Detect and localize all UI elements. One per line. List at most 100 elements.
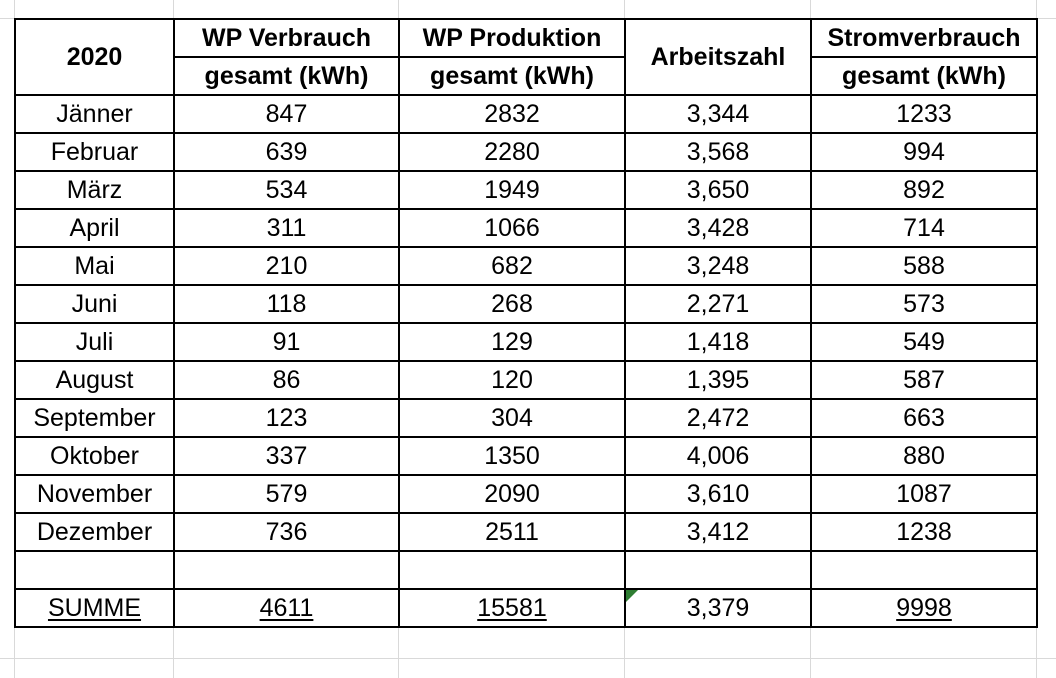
error-indicator-icon	[627, 591, 638, 602]
stromverbrauch-cell[interactable]: 663	[810, 398, 1038, 438]
arbeitszahl-cell[interactable]: 4,006	[624, 436, 812, 476]
empty-row	[14, 550, 1038, 590]
arbeitszahl-cell[interactable]: 3,428	[624, 208, 812, 248]
header-wp-produktion[interactable]: WP Produktion	[398, 18, 626, 58]
energy-table: 2020 WP Verbrauch WP Produktion Arbeitsz…	[14, 18, 1038, 628]
wp-verbrauch-cell[interactable]: 847	[173, 94, 400, 134]
wp-produktion-cell[interactable]: 2280	[398, 132, 626, 172]
wp-produktion-cell[interactable]: 2511	[398, 512, 626, 552]
table-row: Juli 91 129 1,418 549	[14, 322, 1038, 362]
table-row: April 311 1066 3,428 714	[14, 208, 1038, 248]
table-row: August 86 120 1,395 587	[14, 360, 1038, 400]
table-row: Oktober 337 1350 4,006 880	[14, 436, 1038, 476]
header-row-2: gesamt (kWh) gesamt (kWh) gesamt (kWh)	[15, 56, 1038, 96]
stromverbrauch-cell[interactable]: 549	[810, 322, 1038, 362]
month-cell[interactable]: November	[14, 474, 175, 514]
summary-wp-verbrauch-cell[interactable]: 4611	[173, 588, 400, 628]
wp-produktion-cell[interactable]: 268	[398, 284, 626, 324]
wp-verbrauch-cell[interactable]: 311	[173, 208, 400, 248]
table-row: März 534 1949 3,650 892	[14, 170, 1038, 210]
table-row: Juni 118 268 2,271 573	[14, 284, 1038, 324]
wp-produktion-cell[interactable]: 1350	[398, 436, 626, 476]
month-cell[interactable]: Juli	[14, 322, 175, 362]
header-wp-verbrauch[interactable]: WP Verbrauch	[173, 18, 400, 58]
wp-verbrauch-cell[interactable]: 118	[173, 284, 400, 324]
wp-produktion-cell[interactable]: 1949	[398, 170, 626, 210]
month-cell[interactable]: Juni	[14, 284, 175, 324]
table-row: Jänner 847 2832 3,344 1233	[14, 94, 1038, 134]
summary-wp-produktion-cell[interactable]: 15581	[398, 588, 626, 628]
wp-produktion-cell[interactable]: 682	[398, 246, 626, 286]
arbeitszahl-cell[interactable]: 3,412	[624, 512, 812, 552]
wp-verbrauch-cell[interactable]: 86	[173, 360, 400, 400]
summary-stromverbrauch-cell[interactable]: 9998	[810, 588, 1038, 628]
wp-produktion-cell[interactable]: 2832	[398, 94, 626, 134]
summary-arbeitszahl-cell[interactable]: 3,379	[624, 588, 812, 628]
summary-wp-verbrauch: 4611	[259, 593, 314, 622]
arbeitszahl-cell[interactable]: 3,650	[624, 170, 812, 210]
empty-cell[interactable]	[398, 550, 626, 590]
summary-label: SUMME	[47, 593, 142, 622]
wp-verbrauch-cell[interactable]: 210	[173, 246, 400, 286]
empty-cell[interactable]	[624, 550, 812, 590]
stromverbrauch-cell[interactable]: 1087	[810, 474, 1038, 514]
header-row-1: 2020 WP Verbrauch WP Produktion Arbeitsz…	[14, 18, 1038, 96]
header-unit-cell[interactable]: gesamt (kWh)	[398, 56, 626, 96]
table-row: Dezember 736 2511 3,412 1238	[14, 512, 1038, 552]
month-cell[interactable]: Mai	[14, 246, 175, 286]
wp-verbrauch-cell[interactable]: 91	[173, 322, 400, 362]
year-cell[interactable]: 2020	[14, 18, 175, 96]
stromverbrauch-cell[interactable]: 714	[810, 208, 1038, 248]
header-arbeitszahl[interactable]: Arbeitszahl	[624, 18, 812, 96]
summary-row: SUMME 4611 15581 3,379 9998	[14, 588, 1038, 628]
arbeitszahl-cell[interactable]: 1,418	[624, 322, 812, 362]
month-cell[interactable]: August	[14, 360, 175, 400]
arbeitszahl-cell[interactable]: 3,248	[624, 246, 812, 286]
header-unit-cell[interactable]: gesamt (kWh)	[810, 56, 1038, 96]
arbeitszahl-cell[interactable]: 3,568	[624, 132, 812, 172]
stromverbrauch-cell[interactable]: 588	[810, 246, 1038, 286]
empty-cell[interactable]	[810, 550, 1038, 590]
month-cell[interactable]: Februar	[14, 132, 175, 172]
wp-verbrauch-cell[interactable]: 639	[173, 132, 400, 172]
wp-produktion-cell[interactable]: 1066	[398, 208, 626, 248]
stromverbrauch-cell[interactable]: 573	[810, 284, 1038, 324]
month-cell[interactable]: Jänner	[14, 94, 175, 134]
arbeitszahl-cell[interactable]: 3,344	[624, 94, 812, 134]
arbeitszahl-cell[interactable]: 2,271	[624, 284, 812, 324]
table-row: November 579 2090 3,610 1087	[14, 474, 1038, 514]
stromverbrauch-cell[interactable]: 994	[810, 132, 1038, 172]
wp-produktion-cell[interactable]: 120	[398, 360, 626, 400]
stromverbrauch-cell[interactable]: 880	[810, 436, 1038, 476]
wp-verbrauch-cell[interactable]: 579	[173, 474, 400, 514]
summary-wp-produktion: 15581	[477, 593, 547, 622]
header-unit-cell[interactable]: gesamt (kWh)	[173, 56, 400, 96]
table-row: Mai 210 682 3,248 588	[14, 246, 1038, 286]
table-row: September 123 304 2,472 663	[14, 398, 1038, 438]
stromverbrauch-cell[interactable]: 587	[810, 360, 1038, 400]
month-cell[interactable]: April	[14, 208, 175, 248]
arbeitszahl-cell[interactable]: 2,472	[624, 398, 812, 438]
month-cell[interactable]: Dezember	[14, 512, 175, 552]
summary-label-cell[interactable]: SUMME	[14, 588, 175, 628]
empty-cell[interactable]	[173, 550, 400, 590]
wp-produktion-cell[interactable]: 2090	[398, 474, 626, 514]
month-cell[interactable]: September	[14, 398, 175, 438]
arbeitszahl-cell[interactable]: 1,395	[624, 360, 812, 400]
wp-produktion-cell[interactable]: 129	[398, 322, 626, 362]
arbeitszahl-cell[interactable]: 3,610	[624, 474, 812, 514]
wp-verbrauch-cell[interactable]: 736	[173, 512, 400, 552]
stromverbrauch-cell[interactable]: 1233	[810, 94, 1038, 134]
month-cell[interactable]: März	[14, 170, 175, 210]
empty-cell[interactable]	[14, 550, 175, 590]
month-cell[interactable]: Oktober	[14, 436, 175, 476]
summary-arbeitszahl: 3,379	[686, 593, 750, 622]
wp-verbrauch-cell[interactable]: 534	[173, 170, 400, 210]
wp-verbrauch-cell[interactable]: 337	[173, 436, 400, 476]
wp-verbrauch-cell[interactable]: 123	[173, 398, 400, 438]
stromverbrauch-cell[interactable]: 892	[810, 170, 1038, 210]
header-stromverbrauch[interactable]: Stromverbrauch	[810, 18, 1038, 58]
stromverbrauch-cell[interactable]: 1238	[810, 512, 1038, 552]
wp-produktion-cell[interactable]: 304	[398, 398, 626, 438]
table-row: Februar 639 2280 3,568 994	[14, 132, 1038, 172]
